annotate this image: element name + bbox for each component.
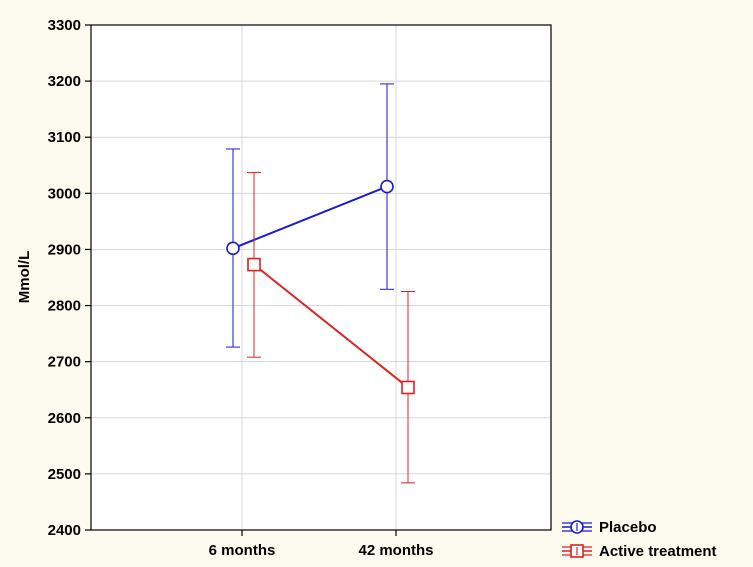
legend-label-active-treatment: Active treatment <box>599 543 717 560</box>
y-tick-label: 3100 <box>48 129 81 146</box>
plot-background <box>91 25 551 530</box>
legend: Placebo Active treatment <box>562 519 717 560</box>
series-layer <box>226 83 415 484</box>
y-tick-label: 3000 <box>48 185 81 202</box>
y-tick-label: 2800 <box>48 298 81 315</box>
y-tick-label: 3300 <box>48 17 81 34</box>
y-tick-label: 2400 <box>48 522 81 539</box>
y-tick-label: 2700 <box>48 354 81 371</box>
placebo-line <box>232 185 388 250</box>
y-tick-label: 2500 <box>48 466 81 483</box>
legend-label-placebo: Placebo <box>599 519 657 536</box>
y-tick-label: 2900 <box>48 241 81 258</box>
legend-item-placebo: Placebo <box>562 519 657 536</box>
x-tick-label: 6 months <box>209 542 276 559</box>
placebo-point <box>226 241 240 256</box>
placebo-point <box>380 179 394 194</box>
active-treatment-point <box>401 380 415 395</box>
plot-frame <box>90 24 552 531</box>
grid <box>91 25 551 530</box>
active-treatment-line <box>253 263 409 389</box>
y-axis-ticks: 2400 2500 2600 2700 2800 2900 3000 3100 3200 3300 <box>48 17 91 539</box>
active-treatment-point <box>247 257 261 272</box>
y-tick-label: 3200 <box>48 73 81 90</box>
y-tick-label: 2600 <box>48 410 81 427</box>
x-axis-ticks: 6 months 42 months <box>209 530 434 559</box>
x-tick-label: 42 months <box>358 542 433 559</box>
legend-item-active-treatment: Active treatment <box>562 543 717 560</box>
y-axis-label: Mmol/L <box>16 251 33 304</box>
